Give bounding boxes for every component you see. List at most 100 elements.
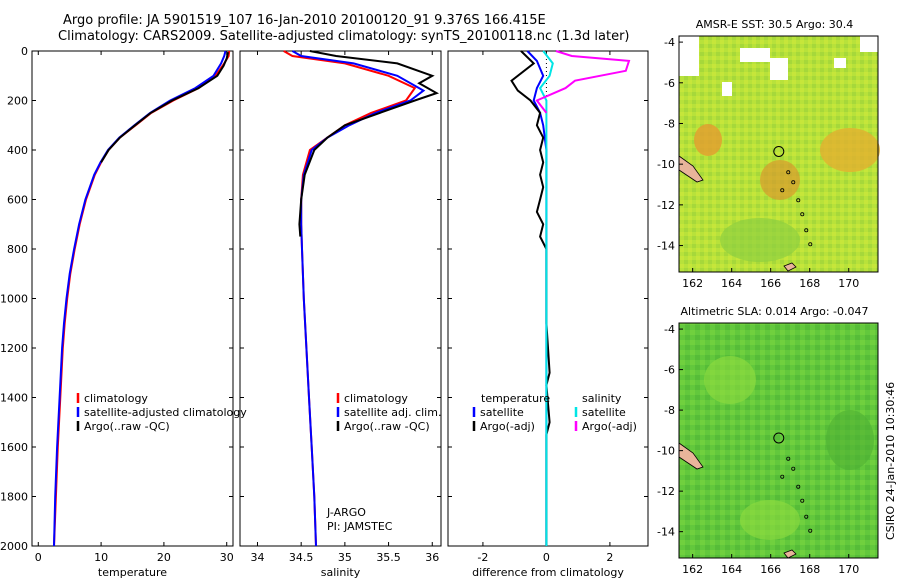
island-outline (808, 242, 813, 247)
x-tick-label: 162 (682, 563, 703, 576)
x-axis-label: salinity (321, 566, 361, 579)
island-outline (780, 188, 785, 193)
island-outline (800, 498, 805, 503)
x-tick-label: 35.5 (376, 551, 401, 564)
profile-location-marker (773, 432, 785, 444)
y-tick-label: 200 (7, 95, 28, 108)
series-line-2 (510, 50, 551, 546)
legend-header: salinity (582, 392, 622, 405)
profile-panel-1: 0 10 20 30 0 200 400 600 800 1000 1200 1400 1600 1800… (0, 45, 234, 579)
y-tick-label: 1000 (0, 293, 28, 306)
x-tick-label: 34 (250, 551, 264, 564)
x-tick-label: 168 (799, 277, 820, 290)
x-tick-label: 2 (606, 551, 613, 564)
x-tick-label: 0 (543, 551, 550, 564)
legend-header: temperature (481, 392, 550, 405)
y-tick-label: -12 (657, 199, 675, 212)
chart-title-line-1: Argo profile: JA 5901519_107 16-Jan-2010… (63, 13, 546, 28)
legend-difference: temperature salinitysatelliteArgo(-adj)sa… (472, 392, 637, 433)
x-tick-label: 170 (838, 563, 859, 576)
y-tick-label: -4 (664, 36, 675, 49)
island-outline (796, 484, 801, 489)
island-outline (786, 456, 791, 461)
x-tick-label: 168 (799, 563, 820, 576)
source-annotation: PI: JAMSTEC (327, 520, 393, 533)
x-tick-label: 20 (157, 551, 171, 564)
x-tick-label: 30 (220, 551, 234, 564)
x-tick-label: -2 (477, 551, 488, 564)
x-tick-label: 10 (94, 551, 108, 564)
x-tick-label: 164 (721, 563, 742, 576)
y-tick-label: -6 (664, 77, 675, 90)
sla-patch (826, 410, 874, 470)
x-axis-label: temperature (98, 566, 167, 579)
sla-patch (740, 500, 800, 540)
legend-label: satellite (480, 406, 524, 419)
y-tick-label: -6 (664, 364, 675, 377)
no-data-cell (860, 36, 878, 52)
legend-label: climatology (84, 392, 148, 405)
series-line-2 (53, 50, 227, 547)
series-line-3 (298, 50, 440, 237)
y-tick-label: -14 (657, 240, 675, 253)
x-axis-label: difference from climatology (472, 566, 624, 579)
series-line-4 (535, 50, 631, 114)
x-tick-label: 36 (425, 551, 439, 564)
y-tick-label: 400 (7, 144, 28, 157)
island-outline (780, 474, 785, 479)
legend-label: climatology (344, 392, 408, 405)
y-tick-label: -4 (664, 323, 675, 336)
source-annotation: J-ARGO (326, 506, 366, 519)
island-outline (808, 528, 813, 533)
y-tick-label: -10 (657, 158, 675, 171)
y-tick-label: -8 (664, 117, 675, 130)
map-title: Altimetric SLA: 0.014 Argo: -0.047 (681, 305, 869, 318)
profile-panel-3: -2 0 2 difference from climatology (447, 50, 649, 579)
x-tick-label: 164 (721, 277, 742, 290)
no-data-cell (679, 36, 699, 76)
y-tick-label: 1800 (0, 491, 28, 504)
series-line-3 (538, 50, 554, 546)
legend-label: satellite-adjusted climatology (84, 406, 247, 419)
island-outline (804, 228, 809, 233)
series-line-3 (100, 51, 229, 163)
y-tick-label: -10 (657, 445, 675, 458)
y-tick-label: -12 (657, 485, 675, 498)
sla-patch (704, 356, 756, 404)
map-panel-1: AMSR-E SST: 30.5 Argo: 30.4 162 164 166 168 1… (657, 18, 880, 290)
series-line-2 (291, 50, 426, 547)
x-tick-label: 166 (760, 563, 781, 576)
island-outline (791, 466, 796, 471)
y-tick-label: 1600 (0, 441, 28, 454)
legend-label: Argo(-adj) (480, 420, 535, 433)
landmass-outline (783, 549, 797, 559)
map-frame (678, 35, 879, 273)
y-tick-label: -14 (657, 526, 675, 539)
map-title: AMSR-E SST: 30.5 Argo: 30.4 (696, 18, 854, 31)
legend-label: Argo(-adj) (582, 420, 637, 433)
y-tick-label: 800 (7, 243, 28, 256)
x-tick-label: 0 (35, 551, 42, 564)
cool-patch (720, 218, 800, 262)
island-outline (786, 170, 791, 175)
plot-frame (239, 50, 442, 547)
island-outline (796, 198, 801, 203)
y-tick-label: 1200 (0, 342, 28, 355)
plot-frame (31, 50, 234, 547)
island-outline (804, 514, 809, 519)
profile-location-marker (773, 145, 785, 157)
map-frame (678, 322, 879, 559)
warm-patch (820, 128, 880, 172)
no-data-cell (740, 48, 770, 62)
legend-label: Argo(..raw -QC) (84, 420, 170, 433)
y-tick-label: -8 (664, 404, 675, 417)
island-outline (791, 180, 796, 185)
chart-title-line-2: Climatology: CARS2009. Satellite-adjuste… (58, 29, 630, 44)
landmass-outline (783, 262, 797, 272)
island-outline (800, 212, 805, 217)
no-data-cell (722, 82, 732, 96)
